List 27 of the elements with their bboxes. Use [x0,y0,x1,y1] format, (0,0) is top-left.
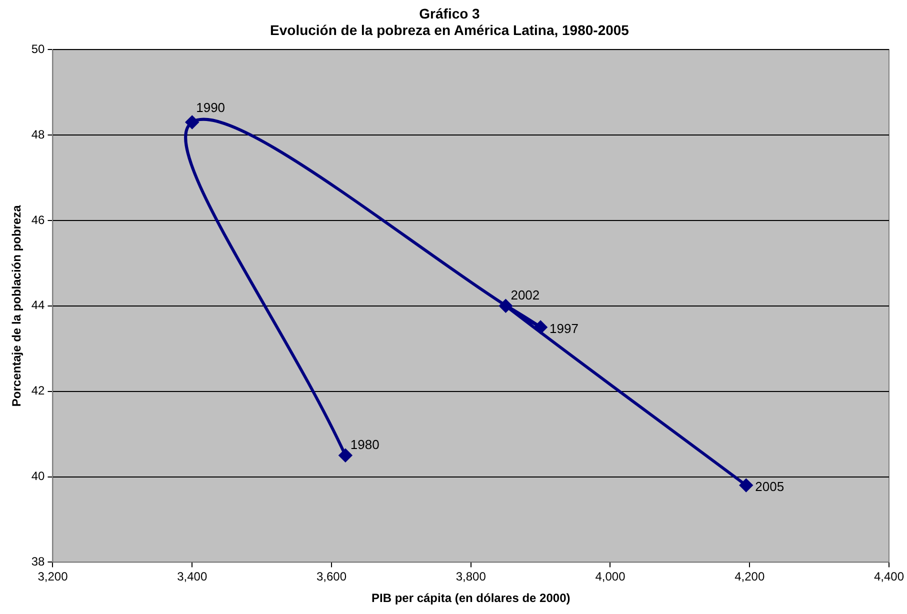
annotation: 2005 [755,478,784,494]
point [338,448,352,462]
x-tick-label: 4,400 [874,570,904,584]
x-tick-label: 3,200 [38,570,68,584]
x-tick-label: 3,800 [456,570,486,584]
chart-title: Gráfico 3 Evolución de la pobreza en América Latina, 1980-2005 [270,5,630,38]
y-tick-label: 44 [31,298,46,312]
point [740,478,753,492]
y-axis-title: Porcentaje de la población pobreza [10,204,24,407]
y-tick-label: 42 [31,384,46,398]
annotation: 2002 [510,287,540,302]
annotation: 1980 [350,436,380,452]
y-tick-label: 50 [31,42,46,56]
point [534,320,548,334]
point [186,116,199,129]
x-tick-label: 3,600 [316,570,347,584]
y-tick-label: 38 [31,554,46,569]
annotation: 1997 [550,320,578,336]
y-tick-label: 46 [31,212,46,227]
x-axis-title: PIB per cápita (en dólares de 2000) [371,591,570,606]
y-tick-label: 48 [31,127,46,142]
y-tick-label: 40 [31,469,46,484]
annotation: 1990 [196,100,226,115]
point [499,299,512,312]
x-tick-label: 4,000 [595,570,626,584]
x-tick-label: 4,200 [734,570,765,584]
x-tick-label: 3,400 [177,570,208,584]
